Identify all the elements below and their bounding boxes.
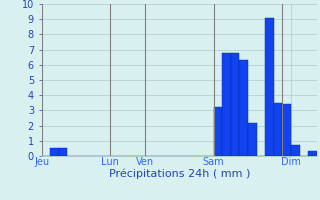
Bar	[308, 151, 317, 156]
Bar	[59, 148, 68, 156]
Bar	[248, 123, 257, 156]
Bar	[291, 145, 300, 156]
Bar	[222, 53, 231, 156]
Bar	[282, 104, 291, 156]
Bar	[214, 107, 222, 156]
X-axis label: Précipitations 24h ( mm ): Précipitations 24h ( mm )	[108, 169, 250, 179]
Bar	[231, 53, 239, 156]
Bar	[239, 60, 248, 156]
Bar	[50, 148, 59, 156]
Bar	[265, 18, 274, 156]
Bar	[274, 103, 283, 156]
